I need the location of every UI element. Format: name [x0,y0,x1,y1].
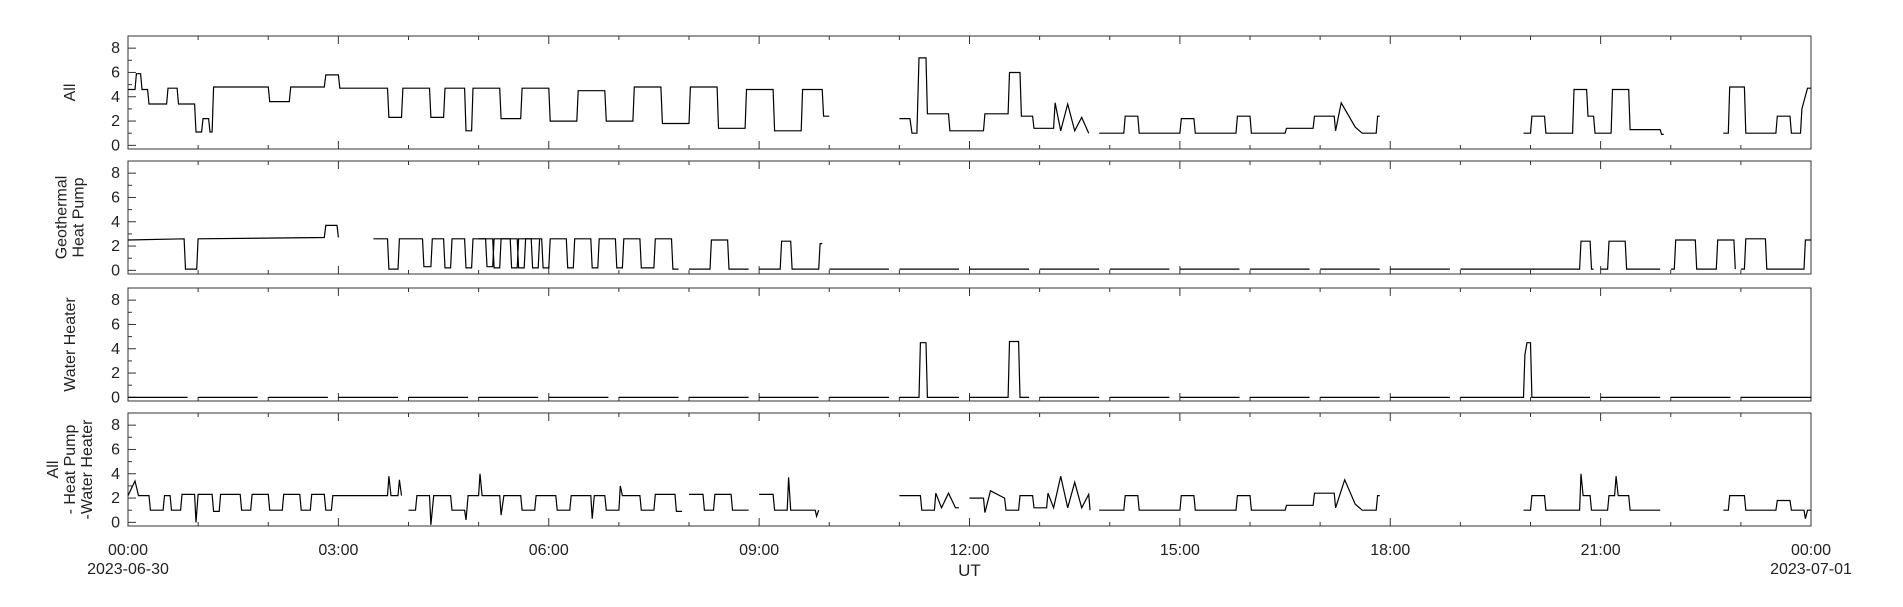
series-line [759,240,823,270]
series-line [1723,86,1811,134]
y-axis-label: -Water Heater [79,419,96,520]
y-tick-label: 4 [111,341,120,358]
series-line [128,73,830,133]
series-line [1099,101,1380,134]
series-line [1670,239,1736,270]
series-line [127,224,339,270]
y-tick-label: 4 [111,214,120,231]
y-tick-label: 8 [111,292,120,309]
y-axis-label: - Heat Pump [62,424,79,514]
y-axis-label: Heat Pump [71,177,88,257]
x-tick-label: 06:00 [529,542,569,559]
series-line [969,476,1091,513]
y-axis-label: All [45,461,62,479]
series-line [689,493,749,511]
y-tick-label: 2 [111,238,120,255]
x-tick-sublabel: 2023-06-30 [87,561,169,578]
series-line [1723,495,1811,519]
series-line [1460,342,1591,398]
series-line [127,476,403,523]
series-line [899,57,1090,134]
y-tick-label: 6 [111,64,120,81]
y-tick-label: 0 [111,137,120,154]
x-tick-label: 18:00 [1370,542,1410,559]
y-axis-label: All [62,84,79,102]
y-tick-label: 8 [111,165,120,182]
x-tick-label: 21:00 [1581,542,1621,559]
y-tick-label: 6 [111,441,120,458]
y-tick-label: 4 [111,466,120,483]
series-line [1600,240,1661,270]
x-axis: 00:00 2023-06-30 03:00 06:00 09:00 12:00 15:00… [87,542,1852,578]
x-tick-label: 15:00 [1160,542,1200,559]
x-tick-label: 09:00 [739,542,779,559]
y-tick-label: 6 [111,189,120,206]
y-tick-label: 0 [111,262,120,279]
x-tick-sublabel: 2023-07-01 [1770,561,1852,578]
y-tick-label: 2 [111,113,120,130]
x-tick-label: 00:00 [108,542,148,559]
panel-frame [127,160,1812,275]
y-tick-label: 6 [111,316,120,333]
y-tick-label: 0 [111,389,120,406]
x-tick-label: 03:00 [318,542,358,559]
series-line [899,342,959,398]
series-line [1523,473,1661,511]
panel-frame [127,287,1812,402]
panel-0: 0 2 4 6 8 All [62,35,1812,154]
y-tick-label: 8 [111,40,120,57]
series-line [899,491,959,511]
series-line [478,238,679,270]
series-line [1523,88,1664,135]
x-tick-label: 00:00 [1791,542,1831,559]
y-tick-label: 8 [111,417,120,434]
panel-1: 0 2 4 6 8 Geothermal Heat Pump [54,160,1812,279]
y-tick-label: 0 [111,514,120,531]
y-tick-label: 2 [111,365,120,382]
series-line [408,473,682,525]
x-tick-label: 12:00 [949,542,989,559]
series-line [1099,478,1380,511]
series-line [759,477,820,519]
series-line [969,340,1030,398]
y-axis-label: Geothermal [54,176,71,260]
y-tick-label: 4 [111,89,120,106]
panel-3: 0 2 4 6 8 All - Heat Pump -Water Heater [45,412,1812,531]
panel-2: 0 2 4 6 8 Water Heater [62,287,1812,406]
x-axis-label: UT [958,561,981,580]
series-line [1460,240,1594,270]
y-tick-label: 2 [111,490,120,507]
y-axis-label: Water Heater [62,297,79,392]
panels-group: 0 2 4 6 8 All 0 2 4 6 8 Geothermal Heat Pump 0 2 4 6 8 Wat… [45,35,1812,531]
series-line [373,238,541,270]
series-line [689,239,749,270]
panel-frame [127,412,1812,527]
series-line [1740,238,1811,270]
panel-frame [127,35,1812,150]
